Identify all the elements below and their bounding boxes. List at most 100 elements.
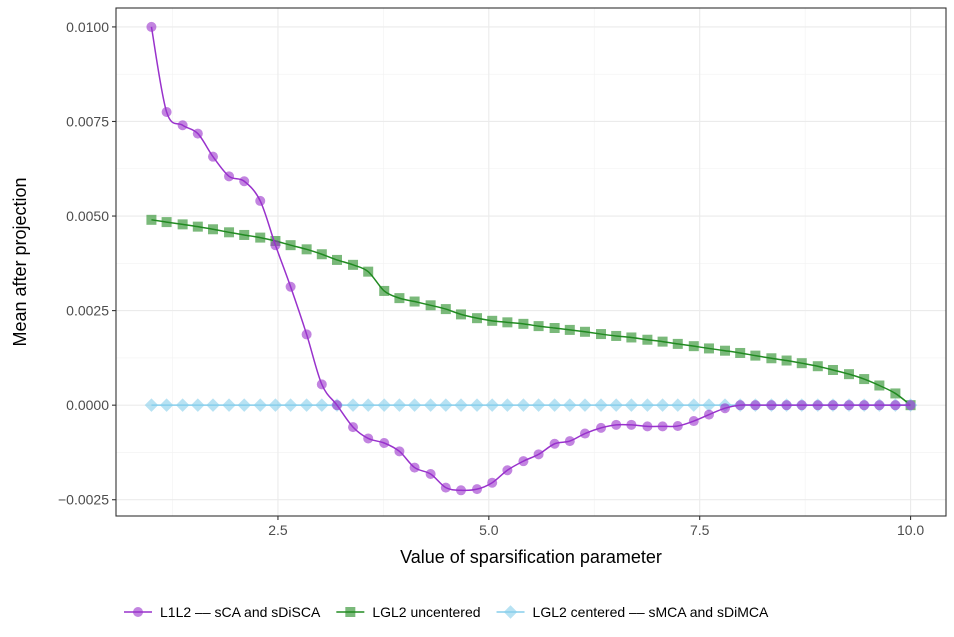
data-point-square xyxy=(239,229,250,240)
data-point-diamond xyxy=(702,398,716,412)
data-point-circle xyxy=(502,465,513,476)
data-point-diamond xyxy=(563,398,577,412)
data-point-circle xyxy=(657,421,668,432)
data-point-circle xyxy=(379,437,390,448)
x-axis: 2.5 5.0 7.5 10.0 xyxy=(268,516,924,538)
data-point-diamond xyxy=(485,398,499,412)
data-point-square xyxy=(781,355,792,366)
data-point-diamond xyxy=(191,398,205,412)
data-point-diamond xyxy=(361,398,375,412)
data-point-square xyxy=(642,334,653,345)
data-point-diamond xyxy=(144,398,159,412)
minor-gridlines xyxy=(116,8,946,516)
legend-label: LGL2 centered –– sMCA and sDiMCA xyxy=(533,604,769,620)
data-point-square xyxy=(564,324,575,335)
data-point-circle xyxy=(611,419,622,430)
data-point-circle xyxy=(579,428,590,439)
data-point-square xyxy=(688,341,699,352)
data-point-diamond xyxy=(578,398,592,412)
data-point-circle xyxy=(316,379,327,390)
y-tick-label: 0.0025 xyxy=(66,303,109,319)
data-point-diamond xyxy=(439,398,453,412)
data-point-diamond xyxy=(423,398,438,412)
legend: L1L2 –– sCA and sDiSCA LGL2 uncentered LGL… xyxy=(124,604,769,620)
x-tick-label: 5.0 xyxy=(479,522,499,538)
data-point-circle xyxy=(208,151,219,162)
data-point-circle xyxy=(331,400,342,411)
data-point-square xyxy=(440,304,451,315)
data-point-square xyxy=(596,329,607,340)
data-point-diamond xyxy=(283,398,298,412)
data-point-circle xyxy=(890,400,901,411)
data-point-circle xyxy=(859,400,870,411)
data-point-square xyxy=(502,317,513,328)
data-point-square xyxy=(657,336,668,347)
data-point-circle xyxy=(239,176,250,187)
data-point-diamond xyxy=(253,398,267,412)
data-point-square xyxy=(177,219,188,230)
data-point-square xyxy=(518,318,529,329)
data-point-diamond xyxy=(594,398,608,412)
data-point-circle xyxy=(549,438,560,449)
legend-item: LGL2 centered –– sMCA and sDiMCA xyxy=(496,604,769,620)
data-point-square xyxy=(874,380,885,391)
legend-key-marker xyxy=(133,607,143,617)
data-point-circle xyxy=(348,422,359,433)
data-point-square xyxy=(455,309,466,320)
data-point-circle xyxy=(672,420,683,431)
data-point-diamond xyxy=(268,398,283,412)
data-point-square xyxy=(611,330,622,341)
data-point-circle xyxy=(409,462,420,473)
data-point-diamond xyxy=(655,398,670,412)
legend-item: L1L2 –– sCA and sDiSCA xyxy=(124,604,321,620)
data-point-circle xyxy=(440,482,451,493)
legend-key-marker xyxy=(345,607,356,617)
data-point-diamond xyxy=(377,398,391,412)
data-point-circle xyxy=(533,449,544,460)
data-point-circle xyxy=(735,400,746,411)
data-point-diamond xyxy=(206,398,220,412)
data-point-circle xyxy=(177,120,188,131)
data-point-diamond xyxy=(516,398,531,412)
data-point-diamond xyxy=(175,398,190,412)
data-point-diamond xyxy=(159,398,174,412)
data-point-square xyxy=(161,217,172,228)
y-axis: −0.0025 0.0000 0.0025 0.0050 0.0075 0.0100 xyxy=(58,19,116,508)
data-point-diamond xyxy=(346,398,360,412)
data-point-circle xyxy=(146,21,157,32)
legend-label: L1L2 –– sCA and sDiSCA xyxy=(160,604,321,620)
data-point-square xyxy=(626,332,637,343)
data-point-diamond xyxy=(454,398,468,412)
data-point-diamond xyxy=(531,398,546,412)
data-point-circle xyxy=(796,400,807,411)
data-point-circle xyxy=(626,419,637,430)
data-point-diamond xyxy=(671,398,685,412)
data-point-square xyxy=(720,345,731,356)
data-point-circle xyxy=(487,477,498,488)
data-point-square xyxy=(672,338,683,349)
data-point-circle xyxy=(720,403,731,414)
data-point-circle xyxy=(905,400,916,411)
data-point-square xyxy=(472,313,483,324)
data-point-square xyxy=(703,343,714,354)
data-point-square xyxy=(146,214,157,225)
data-point-circle xyxy=(812,400,823,411)
x-axis-title: Value of sparsification parameter xyxy=(400,547,662,567)
data-point-square xyxy=(487,315,498,326)
data-point-square xyxy=(735,347,746,358)
data-point-square xyxy=(843,369,854,380)
data-point-circle xyxy=(781,400,792,411)
data-point-square xyxy=(533,321,544,332)
data-point-circle xyxy=(843,400,854,411)
data-point-square xyxy=(316,249,327,260)
data-point-square xyxy=(859,374,870,385)
data-point-circle xyxy=(518,456,529,467)
y-axis-title: Mean after projection xyxy=(10,177,30,346)
data-point-diamond xyxy=(470,398,484,412)
data-point-square xyxy=(796,358,807,369)
data-point-square xyxy=(363,266,374,277)
data-point-square xyxy=(394,293,405,304)
data-point-square xyxy=(285,240,296,251)
y-tick-label: 0.0100 xyxy=(66,19,109,35)
data-point-circle xyxy=(270,240,281,251)
